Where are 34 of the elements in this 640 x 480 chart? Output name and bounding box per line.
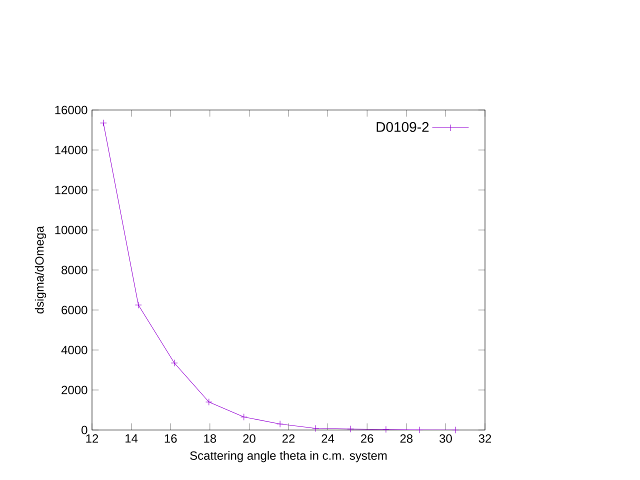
point	[240, 414, 248, 420]
point	[452, 426, 459, 434]
y-axis-title: dsigma/dOmega	[34, 226, 46, 314]
y-tick-label: 10000	[55, 226, 88, 234]
point	[416, 426, 423, 434]
y-tick-label: 6000	[62, 306, 88, 314]
y-tick-label: 14000	[55, 146, 88, 154]
point	[312, 424, 320, 432]
y-tick-label: 4000	[61, 346, 88, 354]
x-tick-label: 22	[282, 434, 295, 443]
y-tick-label: 12000	[55, 186, 88, 194]
point	[382, 426, 390, 433]
x-tick-label: 26	[361, 434, 374, 443]
x-tick-label: 16	[164, 434, 177, 443]
x-tick-label: 14	[126, 434, 138, 443]
point	[205, 398, 212, 406]
y-tick-label: 8000	[62, 266, 88, 274]
x-tick-label: 32	[478, 434, 492, 443]
y-tick-label: 16000	[55, 106, 88, 114]
point	[134, 302, 142, 308]
x-tick-label: 18	[204, 434, 216, 443]
legend-label: D0109-2	[376, 122, 429, 132]
x-tick-label: 12	[86, 434, 98, 443]
x-axis-title: Scattering angle theta in c.m. system	[190, 451, 387, 462]
point	[276, 420, 284, 428]
y-tick-label: 0	[82, 426, 88, 434]
point	[347, 426, 354, 432]
point	[170, 360, 178, 366]
x-tick-label: 20	[243, 434, 256, 443]
y-tick-label: 2000	[62, 386, 88, 394]
x-tick-label: 24	[322, 434, 334, 443]
point	[100, 120, 107, 126]
x-tick-label: 28	[400, 434, 413, 443]
x-tick-label: 30	[439, 434, 452, 443]
